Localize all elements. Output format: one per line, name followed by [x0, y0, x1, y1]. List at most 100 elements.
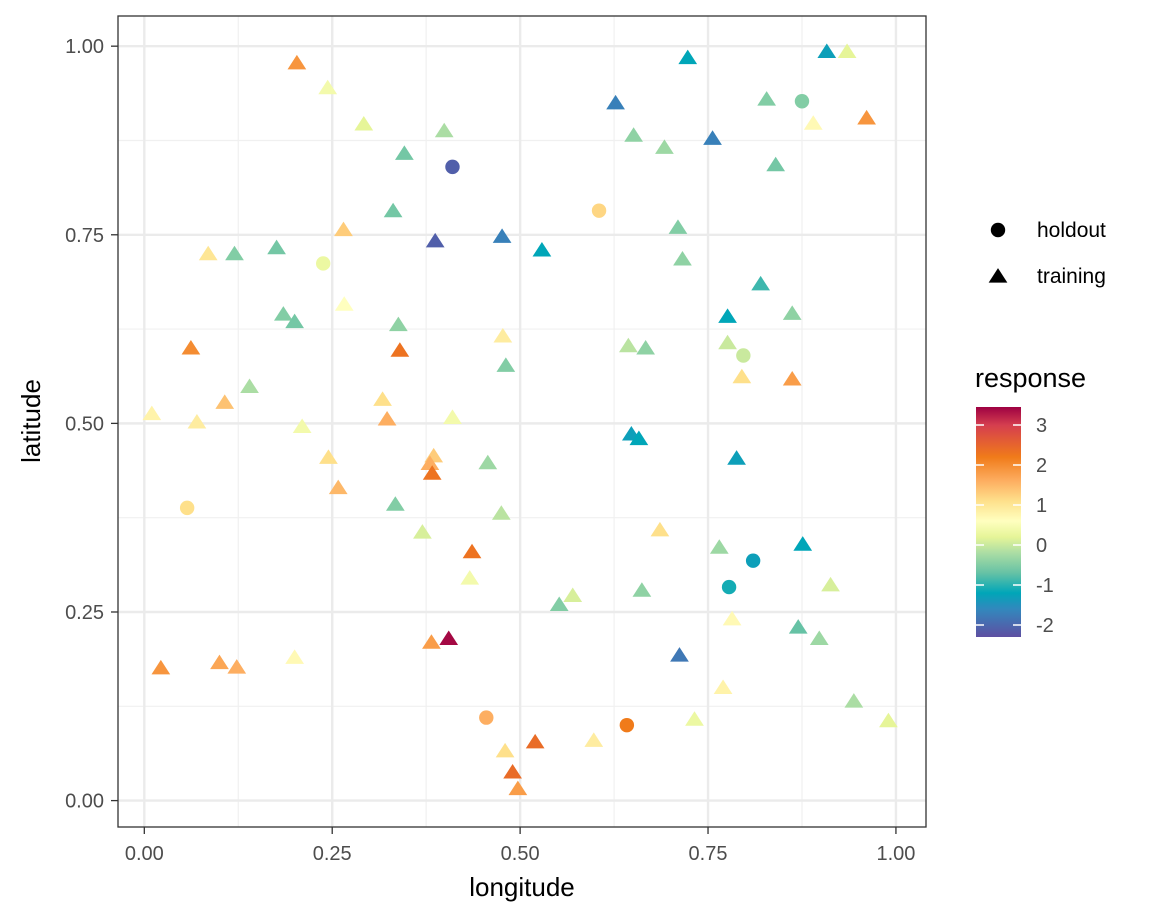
training-point: [215, 394, 235, 409]
training-point: [285, 649, 304, 664]
training-point: [478, 454, 498, 470]
training-point: [151, 659, 171, 675]
legend-key-training: [988, 268, 1008, 283]
data-points: [142, 43, 898, 796]
shape-legend: holdout training: [988, 219, 1106, 288]
training-point: [422, 634, 441, 649]
training-point: [584, 732, 604, 747]
training-point: [809, 630, 829, 645]
x-tick-label: 0.75: [689, 843, 728, 865]
training-point: [285, 313, 304, 329]
colorbar-ticks: 3 2 1 0 -1 -2: [976, 415, 1054, 637]
legend-label-holdout: holdout: [1037, 219, 1106, 242]
training-point: [703, 130, 722, 145]
training-point: [606, 94, 625, 110]
holdout-point: [591, 203, 607, 218]
colorbar-tick-label: 0: [1036, 535, 1047, 557]
colorbar: [976, 407, 1021, 637]
legend-label-training: training: [1037, 265, 1106, 288]
training-point: [757, 91, 777, 106]
colorbar-tick-label: 1: [1036, 495, 1047, 517]
training-point: [563, 587, 583, 602]
training-point: [655, 139, 674, 154]
colorbar-tick-label: 3: [1036, 415, 1047, 437]
training-point: [319, 449, 338, 464]
holdout-point: [179, 500, 195, 516]
training-point: [334, 296, 354, 311]
training-point: [713, 679, 733, 695]
y-tick-label: 0.25: [65, 602, 104, 624]
training-point: [636, 340, 656, 355]
training-point: [857, 109, 876, 125]
holdout-point: [736, 348, 751, 363]
training-point: [439, 630, 459, 645]
plot-panel-border: [117, 15, 927, 828]
training-point: [793, 536, 813, 551]
training-point: [803, 115, 823, 130]
training-point: [383, 202, 403, 218]
training-point: [629, 430, 649, 446]
training-point: [142, 405, 162, 421]
training-point: [632, 582, 652, 597]
colorbar-tick-label: -2: [1036, 615, 1054, 637]
colorbar-tick-label: -1: [1036, 575, 1054, 597]
training-point: [718, 334, 737, 350]
training-point: [225, 245, 244, 261]
training-point: [425, 232, 445, 248]
training-point: [462, 543, 482, 559]
major-gridlines: [118, 16, 926, 827]
training-point: [385, 496, 405, 511]
training-point: [328, 479, 348, 495]
training-point: [532, 241, 552, 257]
training-point: [751, 275, 771, 291]
training-point: [240, 378, 259, 394]
training-point: [727, 450, 746, 465]
holdout-point: [794, 94, 810, 109]
minor-gridlines: [118, 16, 926, 827]
training-point: [287, 54, 307, 70]
color-legend-title: response: [975, 363, 1086, 393]
training-point: [292, 418, 312, 434]
training-point: [624, 127, 643, 142]
holdout-point: [619, 717, 635, 733]
training-point: [318, 79, 338, 95]
x-tick-label: 1.00: [876, 843, 915, 865]
x-axis: 0.00 0.25 0.50 0.75 1.00: [125, 827, 915, 865]
x-tick-label: 0.25: [313, 843, 352, 865]
training-point: [187, 413, 207, 429]
x-axis-title: longitude: [469, 872, 575, 902]
training-point: [817, 43, 837, 59]
training-point: [685, 711, 704, 726]
training-point: [181, 340, 201, 355]
training-point: [650, 521, 670, 537]
training-point: [788, 619, 808, 634]
training-point: [334, 221, 353, 237]
training-point: [198, 245, 218, 261]
training-point: [673, 251, 692, 266]
colorbar-tick-label: 2: [1036, 455, 1047, 477]
training-point: [420, 455, 440, 470]
training-point: [496, 357, 516, 372]
holdout-point: [745, 553, 761, 568]
training-point: [837, 43, 857, 59]
training-point: [395, 145, 414, 160]
plot-background: [118, 16, 926, 827]
holdout-point: [479, 710, 494, 725]
training-point: [377, 410, 397, 426]
training-point: [422, 465, 442, 480]
legend-key-holdout: [990, 222, 1006, 238]
training-point: [273, 306, 293, 321]
y-axis: 0.00 0.25 0.50 0.75 1.00: [65, 36, 118, 813]
color-legend: response 3 2 1 0 -1 -2: [975, 363, 1086, 637]
training-point: [434, 122, 454, 138]
training-point: [508, 780, 528, 796]
training-point: [766, 156, 786, 172]
holdout-point: [315, 256, 331, 271]
training-point: [670, 647, 689, 662]
training-point: [549, 596, 569, 612]
training-point: [525, 733, 545, 749]
x-tick-label: 0.50: [501, 843, 540, 865]
training-point: [493, 327, 513, 343]
y-tick-label: 0.00: [65, 791, 104, 813]
